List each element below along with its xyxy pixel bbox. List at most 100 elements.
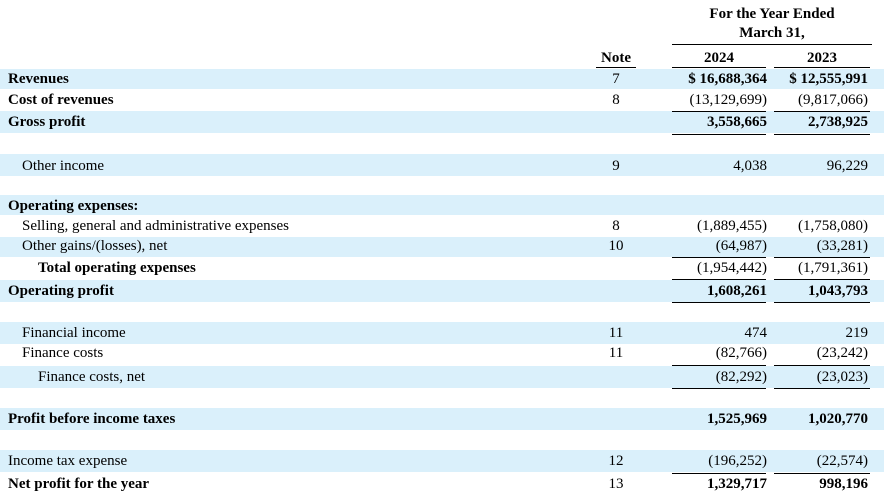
subtotal-rule [774, 279, 870, 280]
subtotal-rule [672, 111, 766, 112]
row-label: Other income [22, 158, 105, 174]
value-2023: 1,020,770 [808, 411, 868, 427]
row-note: 13 [608, 476, 624, 492]
period-header-line1: For the Year Ended [709, 6, 835, 22]
table-row: Total operating expenses (1,954,442) (1,… [0, 258, 884, 278]
value-2023: (23,242) [816, 345, 868, 361]
row-note: 9 [612, 158, 620, 174]
table-row: Finance costs 11 (82,766) (23,242) [0, 343, 884, 363]
value-2023: (33,281) [816, 238, 868, 254]
value-2024: (1,889,455) [697, 218, 767, 234]
value-2024: 1,608,261 [707, 283, 767, 299]
row-note: 8 [612, 218, 620, 234]
row-label: Income tax expense [8, 453, 128, 469]
row-label: Financial income [22, 325, 126, 341]
value-2023: (1,758,080) [798, 218, 868, 234]
total-rule [774, 302, 870, 303]
value-2023: (23,023) [816, 369, 868, 385]
table-row: Operating profit 1,608,261 1,043,793 [0, 281, 884, 301]
value-2024: (196,252) [708, 453, 767, 469]
value-2024: (82,766) [715, 345, 767, 361]
note-header-underline [596, 67, 636, 68]
value-2023: $ 12,555,991 [789, 71, 868, 87]
row-note: 8 [612, 92, 620, 108]
value-2023: 96,229 [826, 158, 868, 174]
table-row: Profit before income taxes 1,525,969 1,0… [0, 409, 884, 429]
shade-band [0, 69, 884, 89]
subtotal-rule [774, 111, 870, 112]
total-rule [672, 388, 766, 389]
row-note: 11 [608, 325, 624, 341]
total-rule [672, 302, 766, 303]
shade-band [0, 280, 884, 302]
table-row: Revenues 7 $ 16,688,364 $ 12,555,991 [0, 69, 884, 89]
table-row: Other gains/(losses), net 10 (64,987) (3… [0, 236, 884, 256]
subtotal-rule [774, 473, 870, 474]
row-label: Finance costs, net [38, 369, 146, 385]
row-label: Revenues [8, 71, 69, 87]
value-2024: (64,987) [715, 238, 767, 254]
subtotal-rule [672, 473, 766, 474]
subtotal-rule [672, 365, 766, 366]
subtotal-rule [672, 279, 766, 280]
row-label: Other gains/(losses), net [22, 238, 168, 254]
value-2024: $ 16,688,364 [688, 71, 767, 87]
row-note: 11 [608, 345, 624, 361]
total-rule [774, 388, 870, 389]
year-2023-header-underline [774, 67, 870, 68]
shade-band [0, 237, 884, 257]
value-2024: (1,954,442) [697, 260, 767, 276]
row-note: 10 [608, 238, 624, 254]
value-2024: (82,292) [715, 369, 767, 385]
table-row: Selling, general and administrative expe… [0, 216, 884, 236]
section-heading: Operating expenses: [8, 198, 139, 214]
value-2024: 4,038 [733, 158, 767, 174]
subtotal-rule [774, 257, 870, 258]
value-2023: (9,817,066) [798, 92, 868, 108]
year-2024-header: 2024 [704, 50, 734, 66]
value-2024: 1,329,717 [707, 476, 767, 492]
subtotal-rule [774, 365, 870, 366]
table-row: Gross profit 3,558,665 2,738,925 [0, 112, 884, 132]
row-label: Profit before income taxes [8, 411, 176, 427]
shade-band [0, 111, 884, 133]
row-label: Net profit for the year [8, 476, 150, 492]
value-2024: (13,129,699) [689, 92, 768, 108]
value-2024: 1,525,969 [707, 411, 767, 427]
shade-band [0, 366, 884, 388]
row-label: Finance costs [22, 345, 104, 361]
value-2023: (1,791,361) [798, 260, 868, 276]
row-note: 12 [608, 453, 624, 469]
value-2024: 474 [744, 325, 768, 341]
shade-band [0, 450, 884, 472]
total-rule [672, 134, 766, 135]
table-row: Finance costs, net (82,292) (23,023) [0, 367, 884, 387]
value-2024: 3,558,665 [707, 114, 767, 130]
total-rule [774, 134, 870, 135]
value-2023: 998,196 [819, 476, 868, 492]
shade-band [0, 408, 884, 430]
table-row: Net profit for the year 13 1,329,717 998… [0, 474, 884, 494]
table-row: Cost of revenues 8 (13,129,699) (9,817,0… [0, 90, 884, 110]
row-note: 7 [612, 71, 620, 87]
value-2023: (22,574) [816, 453, 868, 469]
shade-band [0, 322, 884, 344]
row-label: Selling, general and administrative expe… [22, 218, 290, 234]
year-2023-header: 2023 [807, 50, 837, 66]
period-header-line2: March 31, [739, 25, 805, 41]
note-column-header: Note [601, 50, 631, 66]
row-label: Gross profit [8, 114, 86, 130]
row-label: Total operating expenses [38, 260, 196, 276]
row-label: Operating profit [8, 283, 114, 299]
value-2023: 2,738,925 [808, 114, 868, 130]
table-row: Financial income 11 474 219 [0, 323, 884, 343]
shade-band [0, 154, 884, 176]
value-2023: 1,043,793 [808, 283, 868, 299]
period-header-underline [672, 44, 872, 45]
row-label: Cost of revenues [8, 92, 114, 108]
table-row: Other income 9 4,038 96,229 [0, 156, 884, 176]
shade-band [0, 195, 884, 215]
table-row: Operating expenses: [0, 196, 884, 216]
subtotal-rule [672, 257, 766, 258]
value-2023: 219 [845, 325, 869, 341]
